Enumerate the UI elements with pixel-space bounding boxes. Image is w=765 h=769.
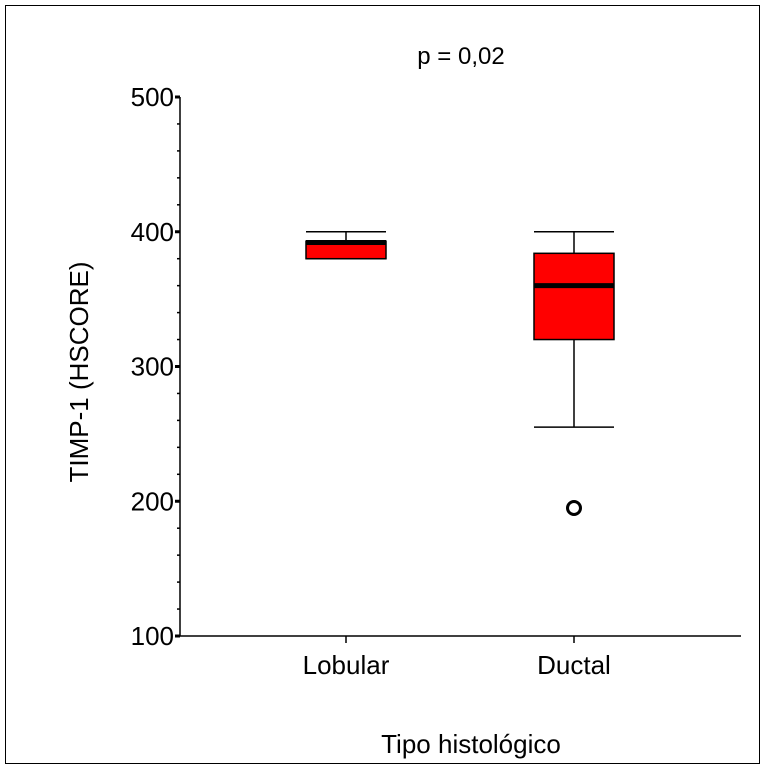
box-ductal	[533, 231, 615, 516]
box-iqr	[533, 252, 615, 341]
box-lobular	[305, 231, 387, 260]
plot-area	[305, 231, 615, 516]
y-axis: 100 200 300 400 500	[131, 82, 181, 651]
box-plot: p = 0,02 100 200 300 400 500 Lobular Ductal T…	[64, 43, 741, 759]
chart-frame: p = 0,02 100 200 300 400 500 Lobular Ductal T…	[5, 5, 760, 764]
outlier-point	[566, 499, 582, 516]
y-tick-label: 300	[131, 352, 174, 382]
y-tick-label: 200	[131, 486, 174, 516]
x-tick-label: Ductal	[537, 650, 611, 680]
x-axis-label: Tipo histológico	[381, 729, 561, 759]
x-tick-label: Lobular	[303, 650, 390, 680]
y-axis-label: TIMP-1 (HSCORE)	[64, 262, 94, 483]
x-axis: Lobular Ductal	[180, 635, 741, 680]
y-tick-label: 400	[131, 217, 174, 247]
y-tick-label: 100	[131, 621, 174, 651]
p-value-annotation: p = 0,02	[417, 43, 504, 70]
y-tick-label: 500	[131, 82, 174, 112]
